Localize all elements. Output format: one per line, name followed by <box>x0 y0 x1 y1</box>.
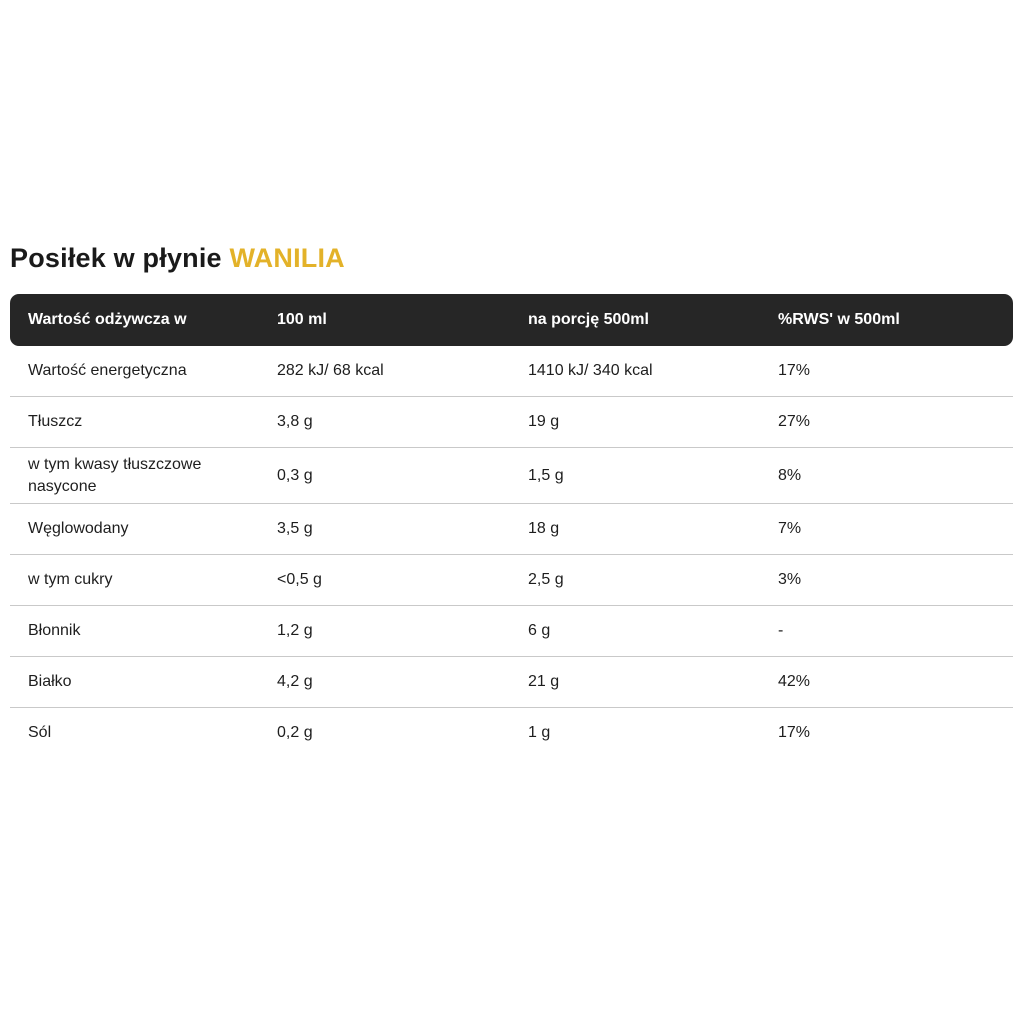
value-rws: 27% <box>778 413 811 431</box>
nutrient-label: Białko <box>28 673 72 691</box>
value-per-portion: 19 g <box>528 413 560 431</box>
flavor-name: WANILIA <box>229 243 345 273</box>
value-per-100ml: 4,2 g <box>277 673 313 691</box>
product-name: Posiłek w płynie <box>10 243 222 273</box>
value-per-100ml: 1,2 g <box>277 622 313 640</box>
value-rws: 17% <box>778 724 811 742</box>
value-per-100ml: 3,8 g <box>277 413 313 431</box>
value-per-portion: 1410 kJ/ 340 kcal <box>528 362 653 380</box>
table-row: w tym kwasy tłuszczowe nasycone 0,3 g 1,… <box>10 448 1013 505</box>
nutrient-label: Wartość energetyczna <box>28 362 187 380</box>
nutrient-label: Węglowodany <box>28 520 129 538</box>
value-rws: 3% <box>778 571 802 589</box>
nutrient-label: w tym kwasy tłuszczowe nasycone <box>28 456 202 495</box>
nutrient-label: Sól <box>28 724 52 742</box>
table-row: w tym cukry <0,5 g 2,5 g 3% <box>10 555 1013 607</box>
value-per-portion: 21 g <box>528 673 560 691</box>
nutrient-label: Tłuszcz <box>28 413 83 431</box>
value-per-portion: 18 g <box>528 520 560 538</box>
value-per-100ml: 0,2 g <box>277 724 313 742</box>
value-rws: 42% <box>778 673 811 691</box>
table-row: Węglowodany 3,5 g 18 g 7% <box>10 504 1013 556</box>
table-header-row: Wartość odżywcza w 100 ml na porcję 500m… <box>10 294 1013 346</box>
column-header-per-portion: na porcję 500ml <box>528 311 649 328</box>
value-rws: 8% <box>778 466 802 484</box>
column-header-per-100ml: 100 ml <box>277 311 327 328</box>
nutrient-label: w tym cukry <box>28 571 113 589</box>
value-per-portion: 6 g <box>528 622 551 640</box>
value-per-portion: 1 g <box>528 724 551 742</box>
value-rws: 17% <box>778 362 811 380</box>
nutrition-table: Wartość odżywcza w 100 ml na porcję 500m… <box>10 294 1013 758</box>
column-header-rws: %RWS' w 500ml <box>778 311 900 328</box>
table-body: Wartość energetyczna 282 kJ/ 68 kcal 141… <box>10 346 1013 758</box>
table-row: Sól 0,2 g 1 g 17% <box>10 708 1013 758</box>
table-row: Wartość energetyczna 282 kJ/ 68 kcal 141… <box>10 346 1013 397</box>
table-row: Tłuszcz 3,8 g 19 g 27% <box>10 397 1013 448</box>
column-header-nutrient: Wartość odżywcza w <box>28 311 187 328</box>
table-row: Błonnik 1,2 g 6 g - <box>10 606 1013 658</box>
value-per-100ml: 0,3 g <box>277 466 313 484</box>
value-per-100ml: 282 kJ/ 68 kcal <box>277 362 384 380</box>
value-per-100ml: <0,5 g <box>277 571 322 589</box>
page-title: Posiłek w płynie WANILIA <box>10 243 345 274</box>
table-row: Białko 4,2 g 21 g 42% <box>10 657 1013 709</box>
value-per-100ml: 3,5 g <box>277 520 313 538</box>
value-per-portion: 1,5 g <box>528 466 564 484</box>
value-per-portion: 2,5 g <box>528 571 564 589</box>
nutrient-label: Błonnik <box>28 622 81 640</box>
value-rws: - <box>778 622 784 640</box>
value-rws: 7% <box>778 520 802 538</box>
